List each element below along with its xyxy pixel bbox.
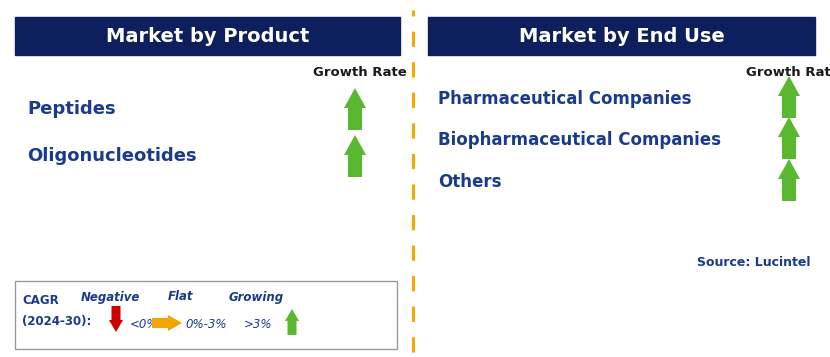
Polygon shape [285,309,299,335]
Polygon shape [778,159,800,201]
Text: Peptides: Peptides [27,100,115,118]
FancyBboxPatch shape [15,281,397,349]
Text: Growing: Growing [228,291,284,303]
Text: Growth Rate: Growth Rate [313,66,407,80]
Polygon shape [152,315,182,331]
FancyBboxPatch shape [428,17,815,55]
Text: Growth Rate: Growth Rate [746,66,830,80]
Text: Pharmaceutical Companies: Pharmaceutical Companies [438,90,691,108]
Text: Biopharmaceutical Companies: Biopharmaceutical Companies [438,131,721,149]
Polygon shape [109,306,123,332]
Text: CAGR: CAGR [22,295,59,307]
Text: <0%: <0% [130,318,159,332]
Polygon shape [778,76,800,118]
FancyBboxPatch shape [15,17,400,55]
Polygon shape [778,117,800,159]
Text: Flat: Flat [168,291,193,303]
Polygon shape [344,88,366,130]
Text: Market by Product: Market by Product [105,26,310,45]
Text: (2024-30):: (2024-30): [22,315,91,327]
Text: Source: Lucintel: Source: Lucintel [696,256,810,268]
Text: Others: Others [438,173,501,191]
Text: Negative: Negative [81,291,139,303]
Text: >3%: >3% [244,318,272,332]
Text: 0%-3%: 0%-3% [185,318,227,332]
Text: Oligonucleotides: Oligonucleotides [27,147,197,165]
Polygon shape [344,135,366,177]
Text: Market by End Use: Market by End Use [519,26,725,45]
